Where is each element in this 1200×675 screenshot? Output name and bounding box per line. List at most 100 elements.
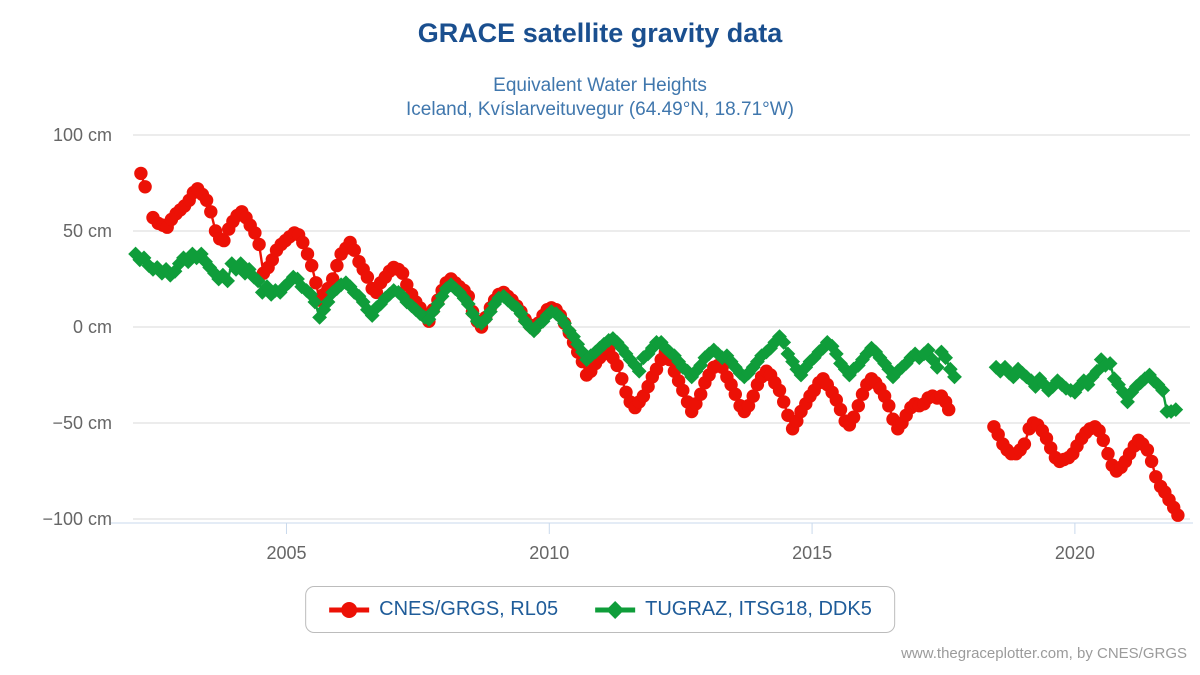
data-point-circle[interactable]	[395, 266, 410, 280]
data-point-diamond[interactable]	[1093, 352, 1109, 367]
data-point-circle[interactable]	[309, 276, 323, 290]
data-point-circle[interactable]	[694, 387, 708, 401]
data-point-diamond[interactable]	[522, 319, 538, 335]
y-axis-tick-label: −50 cm	[52, 413, 112, 433]
data-point-diamond[interactable]	[504, 296, 520, 312]
data-point-circle[interactable]	[138, 180, 152, 194]
data-point-diamond[interactable]	[1115, 384, 1131, 400]
y-axis-tick-label: 50 cm	[63, 221, 112, 241]
data-point-circle[interactable]	[610, 358, 624, 373]
data-point-diamond[interactable]	[793, 367, 809, 383]
data-point-circle[interactable]	[746, 389, 760, 403]
legend-item-cnes-grgs[interactable]: CNES/GRGS, RL05	[328, 598, 558, 621]
data-point-circle[interactable]	[300, 247, 315, 261]
y-axis-tick-label: 100 cm	[53, 125, 112, 145]
chart-subtitle-line2: Iceland, Kvíslarveituvegur (64.49°N, 18.…	[406, 99, 794, 120]
data-point-diamond[interactable]	[185, 246, 200, 262]
data-point-diamond[interactable]	[1041, 383, 1056, 398]
data-point-diamond[interactable]	[947, 369, 962, 385]
data-point-diamond[interactable]	[443, 277, 459, 293]
data-point-diamond[interactable]	[1168, 402, 1184, 417]
data-point-diamond[interactable]	[662, 344, 677, 360]
data-point-diamond[interactable]	[1150, 377, 1166, 392]
x-axis-tick-label: 2005	[266, 543, 306, 563]
data-point-circle[interactable]	[330, 258, 344, 273]
data-point-circle[interactable]	[134, 166, 148, 181]
data-point-circle[interactable]	[772, 383, 787, 398]
x-axis-tick-label: 2015	[792, 543, 832, 563]
data-point-diamond[interactable]	[1037, 377, 1052, 392]
data-point-diamond[interactable]	[1102, 356, 1118, 371]
legend-item-tugraz[interactable]: TUGRAZ, ITSG18, DDK5	[594, 598, 872, 621]
data-point-circle[interactable]	[1096, 433, 1111, 447]
data-point-diamond[interactable]	[320, 294, 336, 310]
data-point-diamond[interactable]	[929, 359, 945, 375]
data-point-diamond[interactable]	[399, 294, 415, 310]
data-point-diamond[interactable]	[299, 283, 314, 298]
data-point-circle[interactable]	[851, 399, 865, 413]
data-point-circle[interactable]	[1101, 447, 1115, 461]
data-point-diamond[interactable]	[588, 344, 603, 360]
data-point-diamond[interactable]	[220, 273, 235, 289]
data-point-diamond[interactable]	[1045, 379, 1061, 394]
data-point-diamond[interactable]	[202, 260, 218, 275]
series-tugraz-itsg18-ddk5[interactable]	[128, 246, 1184, 419]
data-point-diamond[interactable]	[1155, 383, 1171, 398]
legend-marker-diamond-icon	[595, 600, 636, 619]
data-point-circle[interactable]	[252, 237, 266, 252]
data-point-diamond[interactable]	[290, 271, 305, 287]
data-point-diamond[interactable]	[351, 288, 367, 304]
data-point-circle[interactable]	[846, 410, 861, 424]
data-point-diamond[interactable]	[193, 246, 209, 262]
data-point-diamond[interactable]	[1071, 379, 1087, 394]
legend-label: CNES/GRGS, RL05	[379, 598, 559, 620]
data-point-diamond[interactable]	[460, 296, 476, 312]
data-point-circle[interactable]	[204, 205, 218, 219]
data-point-diamond[interactable]	[474, 315, 489, 331]
data-point-diamond[interactable]	[307, 294, 323, 310]
data-point-circle[interactable]	[942, 402, 956, 417]
data-point-diamond[interactable]	[1124, 384, 1140, 400]
data-point-diamond[interactable]	[877, 356, 892, 371]
credits-link[interactable]: www.thegraceplotter.com, by CNES/GRGS	[901, 645, 1187, 662]
data-point-circle[interactable]	[676, 383, 690, 398]
data-point-diamond[interactable]	[211, 271, 227, 287]
data-point-diamond[interactable]	[1084, 369, 1100, 385]
data-point-circle[interactable]	[615, 372, 629, 386]
data-point-circle[interactable]	[1144, 454, 1159, 469]
data-point-circle[interactable]	[1171, 508, 1185, 522]
data-point-circle[interactable]	[347, 243, 361, 257]
data-point-diamond[interactable]	[1032, 371, 1048, 387]
data-point-circle[interactable]	[1140, 443, 1155, 457]
data-point-circle[interactable]	[305, 258, 319, 273]
axis-tick-labels: 100 cm 50 cm 0 cm −50 cm −100 cm 2005 2010 2015…	[42, 125, 1094, 563]
data-point-diamond[interactable]	[706, 342, 722, 358]
data-point-circle[interactable]	[882, 399, 896, 413]
legend-label: TUGRAZ, ITSG18, DDK5	[645, 598, 872, 620]
data-point-diamond[interactable]	[1146, 373, 1162, 389]
data-point-circle[interactable]	[199, 193, 214, 207]
data-point-diamond[interactable]	[180, 254, 196, 270]
data-point-diamond[interactable]	[128, 246, 143, 262]
data-point-circle[interactable]	[728, 387, 742, 401]
data-point-circle[interactable]	[777, 395, 791, 409]
data-point-diamond[interactable]	[1067, 384, 1083, 400]
data-point-diamond[interactable]	[938, 350, 953, 366]
data-series-layer[interactable]	[128, 166, 1185, 522]
data-point-diamond[interactable]	[1129, 379, 1144, 394]
data-point-circle[interactable]	[217, 233, 231, 248]
data-point-diamond[interactable]	[1014, 365, 1030, 381]
data-point-diamond[interactable]	[833, 356, 848, 371]
data-point-circle[interactable]	[1017, 437, 1032, 451]
chart-title: GRACE satellite gravity data	[418, 18, 784, 48]
data-point-diamond[interactable]	[1133, 375, 1148, 391]
data-point-circle[interactable]	[296, 235, 310, 250]
data-point-circle[interactable]	[360, 270, 375, 284]
data-point-diamond[interactable]	[776, 335, 792, 350]
data-point-diamond[interactable]	[149, 260, 165, 275]
chart-subtitle-line1: Equivalent Water Heights	[493, 75, 707, 96]
data-point-diamond[interactable]	[631, 363, 647, 379]
data-point-circle[interactable]	[833, 402, 848, 417]
data-point-circle[interactable]	[248, 226, 262, 240]
